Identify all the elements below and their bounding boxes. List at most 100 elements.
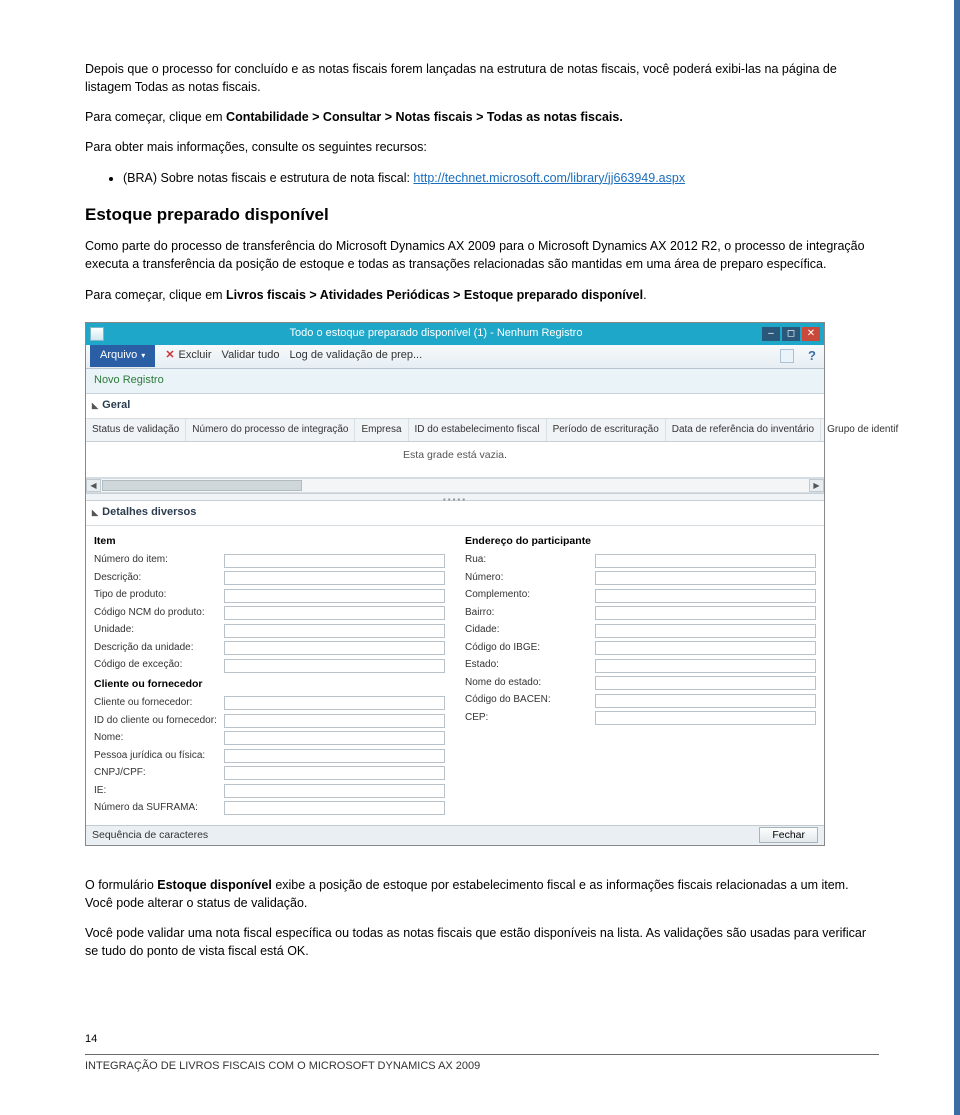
field-row: ID do cliente ou fornecedor: <box>94 714 445 729</box>
col-header[interactable]: Data de referência do inventário <box>666 419 821 442</box>
grid-header: Status de validação Número do processo d… <box>86 419 824 443</box>
log-button[interactable]: Log de validação de prep... <box>289 348 422 364</box>
col-header[interactable]: Empresa <box>355 419 408 442</box>
field-input[interactable] <box>224 554 445 568</box>
field-label: Código do BACEN: <box>465 693 595 708</box>
field-input[interactable] <box>224 606 445 620</box>
field-input[interactable] <box>595 589 816 603</box>
cliente-subhead: Cliente ou fornecedor <box>94 677 445 692</box>
footer-rule <box>85 1054 879 1055</box>
field-row: Código do IBGE: <box>465 641 816 656</box>
field-input[interactable] <box>224 589 445 603</box>
field-row: Descrição: <box>94 571 445 586</box>
ax-window: Todo o estoque preparado disponível (1) … <box>85 322 825 846</box>
field-label: Número da SUFRAMA: <box>94 801 224 816</box>
field-row: Unidade: <box>94 623 445 638</box>
maximize-button[interactable]: ◻ <box>782 327 800 341</box>
file-menu[interactable]: Arquivo <box>90 345 155 367</box>
section-heading: Estoque preparado disponível <box>85 203 879 228</box>
field-input[interactable] <box>224 731 445 745</box>
field-input[interactable] <box>595 676 816 690</box>
field-row: Rua: <box>465 553 816 568</box>
excluir-button[interactable]: ✕Excluir <box>165 348 211 364</box>
horizontal-scrollbar[interactable]: ◀ ▶ <box>86 478 824 493</box>
field-input[interactable] <box>595 659 816 673</box>
field-input[interactable] <box>224 766 445 780</box>
fechar-button[interactable]: Fechar <box>759 827 818 843</box>
close-button[interactable]: ✕ <box>802 327 820 341</box>
scroll-thumb[interactable] <box>102 480 302 491</box>
field-label: Número do item: <box>94 553 224 568</box>
field-input[interactable] <box>595 694 816 708</box>
field-input[interactable] <box>224 696 445 710</box>
field-label: ID do cliente ou fornecedor: <box>94 714 224 729</box>
paragraph-desc: Como parte do processo de transferência … <box>85 237 879 273</box>
field-input[interactable] <box>224 801 445 815</box>
field-row: Cliente ou fornecedor: <box>94 696 445 711</box>
page-footer: 14 INTEGRAÇÃO DE LIVROS FISCAIS COM O MI… <box>85 1032 879 1075</box>
field-input[interactable] <box>595 624 816 638</box>
field-label: CNPJ/CPF: <box>94 766 224 781</box>
scroll-right-icon[interactable]: ▶ <box>809 479 824 492</box>
field-label: Unidade: <box>94 623 224 638</box>
novo-registro-link[interactable]: Novo Registro <box>86 369 824 394</box>
paragraph-start-path-2: Para começar, clique em Livros fiscais >… <box>85 286 879 304</box>
paragraph-form-desc: O formulário Estoque disponível exibe a … <box>85 876 879 912</box>
validar-button[interactable]: Validar tudo <box>222 348 280 364</box>
col-header[interactable]: Período de escrituração <box>547 419 666 442</box>
col-header[interactable]: Grupo de identif <box>821 419 904 442</box>
field-label: Bairro: <box>465 606 595 621</box>
help-icon[interactable]: ? <box>804 347 820 366</box>
titlebar: Todo o estoque preparado disponível (1) … <box>86 323 824 345</box>
field-row: IE: <box>94 784 445 799</box>
resource-list: (BRA) Sobre notas fiscais e estrutura de… <box>85 169 879 187</box>
app-icon <box>90 327 104 341</box>
footer-text: INTEGRAÇÃO DE LIVROS FISCAIS COM O MICRO… <box>85 1059 879 1075</box>
statusbar: Sequência de caracteres Fechar <box>86 825 824 845</box>
field-input[interactable] <box>595 641 816 655</box>
field-input[interactable] <box>224 624 445 638</box>
view-icon[interactable] <box>780 349 794 363</box>
field-label: Descrição da unidade: <box>94 641 224 656</box>
field-input[interactable] <box>595 711 816 725</box>
field-input[interactable] <box>595 606 816 620</box>
field-row: Cidade: <box>465 623 816 638</box>
field-row: Nome: <box>94 731 445 746</box>
field-row: Código do BACEN: <box>465 693 816 708</box>
field-input[interactable] <box>224 641 445 655</box>
geral-header[interactable]: Geral <box>86 394 824 419</box>
resource-link[interactable]: http://technet.microsoft.com/library/jj6… <box>413 171 685 185</box>
field-row: Bairro: <box>465 606 816 621</box>
splitter[interactable]: ▪▪▪▪▪ <box>86 493 824 501</box>
field-row: Tipo de produto: <box>94 588 445 603</box>
detalhes-header[interactable]: Detalhes diversos <box>86 501 824 526</box>
scroll-left-icon[interactable]: ◀ <box>86 479 101 492</box>
field-input[interactable] <box>224 749 445 763</box>
field-input[interactable] <box>224 714 445 728</box>
field-label: CEP: <box>465 711 595 726</box>
text: . <box>643 288 646 302</box>
col-header[interactable]: Número do processo de integração <box>186 419 355 442</box>
field-input[interactable] <box>224 659 445 673</box>
details-body: Item Número do item: Descrição: Tipo de … <box>86 526 824 824</box>
field-label: Nome: <box>94 731 224 746</box>
col-header[interactable]: Status de validação <box>86 419 186 442</box>
minimize-button[interactable]: – <box>762 327 780 341</box>
field-row: Estado: <box>465 658 816 673</box>
paragraph-start-path: Para começar, clique em Contabilidade > … <box>85 108 879 126</box>
left-column: Item Número do item: Descrição: Tipo de … <box>94 530 445 818</box>
field-label: Descrição: <box>94 571 224 586</box>
field-input[interactable] <box>224 571 445 585</box>
field-row: CNPJ/CPF: <box>94 766 445 781</box>
field-row: Número da SUFRAMA: <box>94 801 445 816</box>
field-label: Cidade: <box>465 623 595 638</box>
window-title: Todo o estoque preparado disponível (1) … <box>110 326 762 342</box>
text: Para começar, clique em <box>85 110 226 124</box>
field-label: Complemento: <box>465 588 595 603</box>
field-input[interactable] <box>224 784 445 798</box>
field-input[interactable] <box>595 554 816 568</box>
field-label: Tipo de produto: <box>94 588 224 603</box>
field-input[interactable] <box>595 571 816 585</box>
col-header[interactable]: ID do estabelecimento fiscal <box>409 419 547 442</box>
field-label: IE: <box>94 784 224 799</box>
